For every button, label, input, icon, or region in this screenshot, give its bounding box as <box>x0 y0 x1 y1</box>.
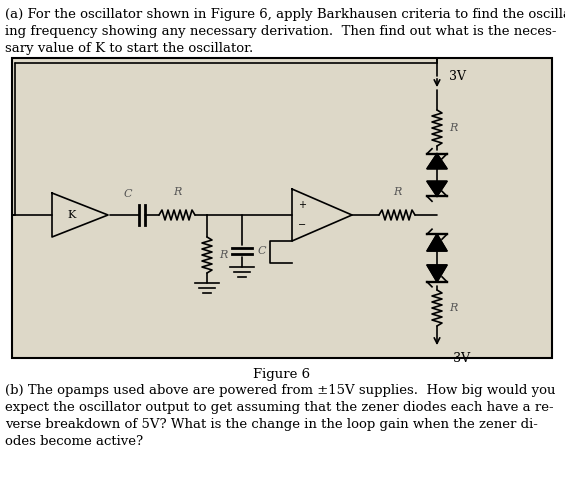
Polygon shape <box>427 265 447 282</box>
Polygon shape <box>427 181 447 196</box>
Text: odes become active?: odes become active? <box>5 435 143 448</box>
Text: C: C <box>258 246 267 256</box>
Text: R: R <box>219 250 227 260</box>
Text: (b) The opamps used above are powered from ±15V supplies.  How big would you: (b) The opamps used above are powered fr… <box>5 384 555 397</box>
Bar <box>12 58 552 358</box>
Text: R: R <box>449 303 458 313</box>
Polygon shape <box>427 154 447 169</box>
Text: (a) For the oscillator shown in Figure 6, apply Barkhausen criteria to find the : (a) For the oscillator shown in Figure 6… <box>5 8 565 21</box>
Text: K: K <box>68 210 76 220</box>
Text: 3V: 3V <box>449 70 466 83</box>
Text: R: R <box>449 123 458 133</box>
Polygon shape <box>427 234 447 251</box>
Text: expect the oscillator output to get assuming that the zener diodes each have a r: expect the oscillator output to get assu… <box>5 401 554 414</box>
Text: −: − <box>298 220 306 230</box>
Text: Figure 6: Figure 6 <box>254 368 311 381</box>
Text: R: R <box>173 187 181 197</box>
Text: verse breakdown of 5V? What is the change in the loop gain when the zener di-: verse breakdown of 5V? What is the chang… <box>5 418 538 431</box>
Text: C: C <box>124 189 132 199</box>
Text: sary value of K to start the oscillator.: sary value of K to start the oscillator. <box>5 42 253 55</box>
Text: ing frequency showing any necessary derivation.  Then find out what is the neces: ing frequency showing any necessary deri… <box>5 25 557 38</box>
Text: -3V: -3V <box>449 352 470 365</box>
Text: R: R <box>393 187 401 197</box>
Text: +: + <box>298 200 306 210</box>
